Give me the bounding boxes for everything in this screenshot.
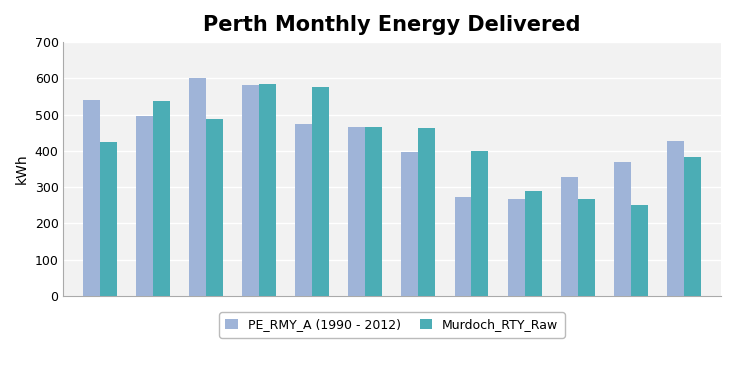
Legend: PE_RMY_A (1990 - 2012), Murdoch_RTY_Raw: PE_RMY_A (1990 - 2012), Murdoch_RTY_Raw (219, 312, 565, 338)
Bar (295, 124, 312, 296)
Bar (365, 126, 382, 296)
Bar (189, 78, 206, 296)
Bar (561, 177, 578, 296)
Y-axis label: kWh: kWh (15, 154, 29, 184)
Bar (100, 142, 117, 296)
Bar (614, 162, 631, 296)
Bar (684, 157, 701, 296)
Bar (259, 84, 276, 296)
Bar (136, 116, 153, 296)
Bar (401, 152, 418, 296)
Bar (578, 199, 595, 296)
Bar (667, 141, 684, 296)
Bar (153, 101, 170, 296)
Bar (348, 126, 365, 296)
Bar (242, 85, 259, 296)
Bar (206, 119, 223, 296)
Bar (312, 87, 329, 296)
Bar (508, 199, 525, 296)
Title: Perth Monthly Energy Delivered: Perth Monthly Energy Delivered (203, 15, 581, 35)
Bar (472, 151, 489, 296)
Bar (525, 191, 542, 296)
Bar (631, 205, 648, 296)
Bar (418, 128, 436, 296)
Bar (455, 197, 472, 296)
Bar (83, 100, 100, 296)
